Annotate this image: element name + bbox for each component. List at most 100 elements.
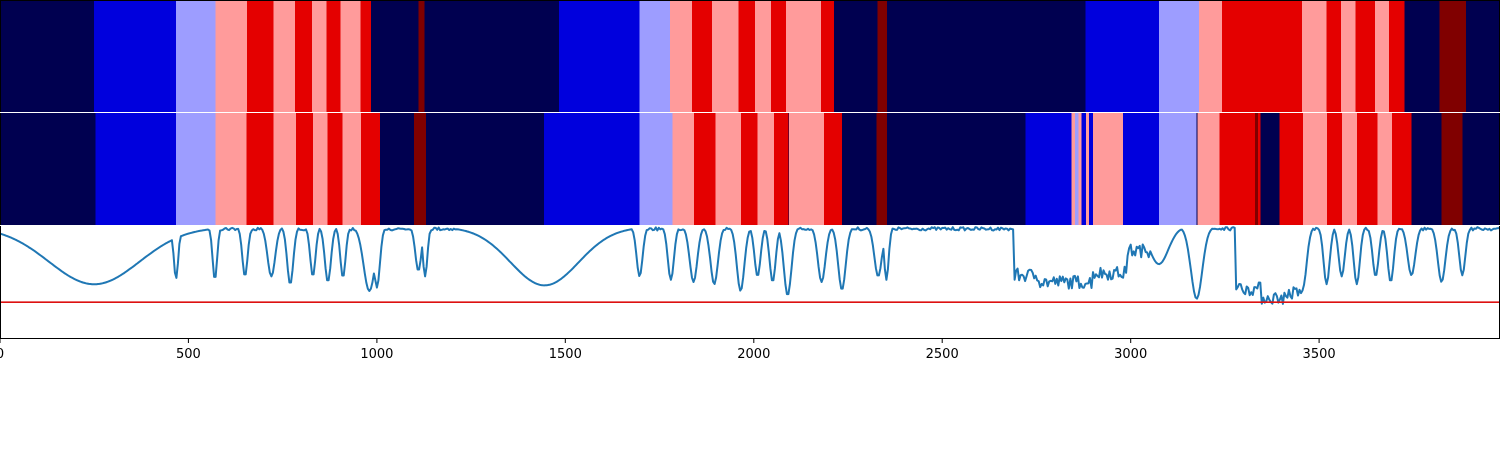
state-segment: [1439, 0, 1467, 112]
state-segment: [176, 0, 216, 112]
state-segment: [296, 113, 313, 225]
state-segment: [558, 0, 640, 112]
state-segment: [1260, 113, 1280, 225]
state-segment: [1123, 113, 1159, 225]
state-segment: [774, 113, 789, 225]
state-segment: [0, 0, 95, 112]
state-segment: [1219, 113, 1256, 225]
state-segment: [1411, 113, 1442, 225]
state-segment: [425, 113, 545, 225]
state-segment: [1085, 113, 1089, 225]
x-tick-label: 1500: [549, 347, 582, 362]
state-segment: [841, 113, 877, 225]
signal-line: [0, 226, 1500, 305]
state-segment: [1355, 0, 1375, 112]
state-segment: [877, 0, 888, 112]
state-segment: [876, 113, 888, 225]
state-segment: [1196, 113, 1198, 225]
state-segment: [754, 0, 772, 112]
state-segment: [95, 113, 177, 225]
x-tick-label: 3000: [1114, 347, 1147, 362]
x-tick-label: 3500: [1303, 347, 1336, 362]
state-segment: [246, 113, 274, 225]
state-segment: [670, 0, 692, 112]
state-segment: [176, 113, 216, 225]
state-segment: [1092, 113, 1124, 225]
state-segment: [1074, 113, 1079, 225]
state-segment: [295, 0, 313, 112]
state-segment: [1158, 0, 1199, 112]
x-tick-label: 0: [0, 347, 4, 362]
state-row-1: [0, 0, 1500, 112]
state-segment: [1466, 0, 1500, 112]
x-tick-label: 2500: [926, 347, 959, 362]
state-segment: [823, 113, 842, 225]
state-segment: [418, 0, 425, 112]
state-segment: [0, 113, 96, 225]
state-segment: [789, 113, 824, 225]
state-segment: [639, 0, 671, 112]
state-segment: [1462, 113, 1500, 225]
state-segment: [1258, 113, 1261, 225]
state-segment: [1085, 0, 1159, 112]
state-segment: [379, 113, 414, 225]
state-segment: [312, 113, 328, 225]
state-segment: [544, 113, 640, 225]
state-segment: [246, 0, 274, 112]
state-segment: [361, 113, 380, 225]
state-segment: [771, 0, 786, 112]
state-segment: [1389, 0, 1405, 112]
state-segment: [1071, 113, 1075, 225]
state-segment: [1279, 113, 1303, 225]
state-segment: [1028, 113, 1054, 225]
state-segment: [1404, 0, 1440, 112]
x-axis: 0 500 1000 1500 2000 2500 3000 3500: [0, 338, 1336, 362]
state-segment: [215, 113, 247, 225]
state-segment: [785, 0, 822, 112]
state-segment: [1340, 0, 1356, 112]
state-segment: [1197, 113, 1220, 225]
state-segment: [738, 0, 755, 112]
state-segment: [1356, 113, 1378, 225]
state-segment: [1302, 113, 1328, 225]
x-tick-label: 2000: [737, 347, 770, 362]
state-segment: [639, 113, 673, 225]
state-row-2: [0, 113, 1500, 225]
state-segment: [413, 113, 426, 225]
state-segment: [693, 113, 716, 225]
state-segment: [1025, 113, 1029, 225]
state-segment: [1302, 0, 1327, 112]
state-segment: [691, 0, 712, 112]
state-segment: [371, 0, 419, 112]
state-segment: [1255, 113, 1259, 225]
state-segment: [215, 0, 247, 112]
state-segment: [1078, 113, 1082, 225]
state-segment: [326, 0, 341, 112]
state-segment: [821, 0, 835, 112]
x-tick-label: 1000: [360, 347, 393, 362]
state-segment: [1198, 0, 1222, 112]
state-segment: [1441, 113, 1463, 225]
signal-panel: [0, 226, 1500, 305]
state-segment: [1158, 113, 1197, 225]
state-segment: [757, 113, 775, 225]
state-segment: [1088, 113, 1093, 225]
state-segment: [887, 113, 1026, 225]
state-segment: [360, 0, 372, 112]
state-segment: [887, 0, 1086, 112]
state-segment: [1326, 0, 1341, 112]
state-segment: [1327, 113, 1343, 225]
state-segment: [1081, 113, 1086, 225]
state-segment: [424, 0, 559, 112]
x-tick-label: 500: [176, 347, 201, 362]
state-segment: [340, 0, 361, 112]
state-segment: [94, 0, 176, 112]
state-segment: [1374, 0, 1390, 112]
state-segment: [1391, 113, 1412, 225]
state-segment: [715, 113, 741, 225]
state-segment: [834, 0, 878, 112]
state-segment: [1053, 113, 1072, 225]
state-segment: [1377, 113, 1392, 225]
state-segment: [711, 0, 739, 112]
